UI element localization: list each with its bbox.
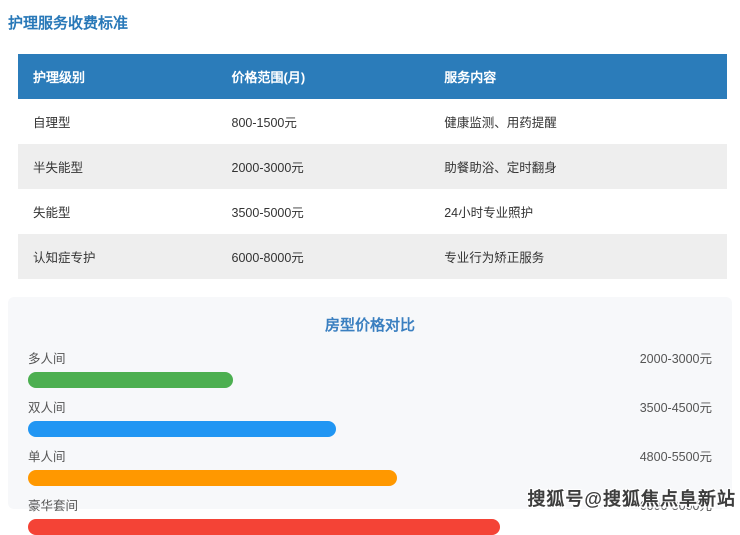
cell-level: 失能型 bbox=[33, 206, 71, 220]
bar-label: 豪华套间 bbox=[28, 499, 79, 513]
bar-double-room bbox=[28, 421, 336, 437]
bar-track bbox=[28, 421, 712, 437]
cell-price: 6000-8000元 bbox=[216, 234, 430, 279]
bar-value: 2000-3000元 bbox=[639, 352, 712, 366]
table-row: 认知症专护 6000-8000元 专业行为矫正服务 bbox=[18, 234, 727, 279]
header-service: 服务内容 bbox=[429, 54, 727, 99]
bar-multi-room bbox=[28, 372, 234, 388]
bar-value: 3500-4500元 bbox=[639, 401, 712, 415]
chart-row-double-room: 双人间 3500-4500元 bbox=[28, 397, 712, 437]
cell-level: 半失能型 bbox=[18, 144, 217, 189]
bar-single-room bbox=[28, 470, 398, 486]
chart-title: 房型价格对比 bbox=[324, 317, 415, 334]
room-price-chart: 房型价格对比 多人间 2000-3000元 双人间 3500-4500元 单人间… bbox=[8, 297, 732, 535]
chart-row-single-room: 单人间 4800-5500元 bbox=[28, 446, 712, 486]
page: 护理服务收费标准 护理级别 价格范围(月) 服务内容 自理型 800-1500元… bbox=[0, 12, 740, 535]
watermark: 搜狐号@搜狐焦点阜新站 bbox=[527, 489, 736, 509]
cell-service: 24小时专业照护 bbox=[444, 206, 534, 220]
bar-track bbox=[28, 470, 712, 486]
cell-service: 助餐助浴、定时翻身 bbox=[429, 144, 727, 189]
chart-row-multi-room: 多人间 2000-3000元 bbox=[28, 348, 712, 388]
header-price: 价格范围(月) bbox=[216, 54, 430, 99]
cell-service: 健康监测、用药提醒 bbox=[444, 116, 557, 130]
cell-price: 800-1500元 bbox=[231, 116, 297, 130]
table-row: 失能型 3500-5000元 24小时专业照护 bbox=[18, 189, 727, 234]
bar-deluxe-suite bbox=[28, 519, 500, 535]
table-row: 半失能型 2000-3000元 助餐助浴、定时翻身 bbox=[18, 144, 727, 189]
cell-price: 2000-3000元 bbox=[216, 144, 430, 189]
cell-service: 专业行为矫正服务 bbox=[429, 234, 727, 279]
bar-value: 4800-5500元 bbox=[639, 450, 712, 464]
cell-level: 认知症专护 bbox=[18, 234, 217, 279]
bar-track bbox=[28, 519, 712, 535]
bar-label: 单人间 bbox=[28, 450, 66, 464]
fee-table: 护理级别 价格范围(月) 服务内容 自理型 800-1500元 健康监测、用药提… bbox=[18, 54, 727, 279]
fee-table-header-row: 护理级别 价格范围(月) 服务内容 bbox=[18, 54, 727, 99]
cell-level: 自理型 bbox=[33, 116, 71, 130]
cell-price: 3500-5000元 bbox=[231, 206, 304, 220]
bar-track bbox=[28, 372, 712, 388]
header-level: 护理级别 bbox=[18, 54, 217, 99]
bar-label: 双人间 bbox=[28, 401, 66, 415]
page-title: 护理服务收费标准 bbox=[8, 15, 129, 32]
bar-label: 多人间 bbox=[28, 352, 66, 366]
table-row: 自理型 800-1500元 健康监测、用药提醒 bbox=[18, 99, 727, 144]
